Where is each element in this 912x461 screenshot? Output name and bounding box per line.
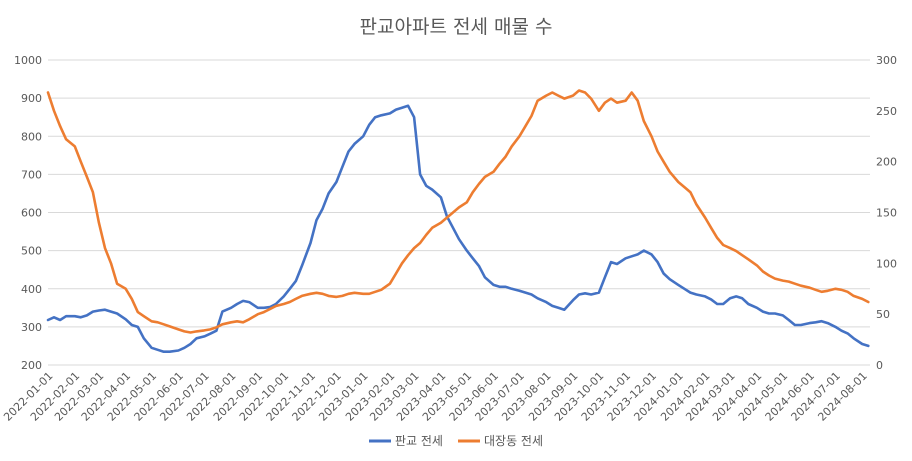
y-left-tick-label: 700 (21, 168, 42, 181)
x-axis: 2022-01-012022-02-012022-03-012022-04-01… (1, 369, 870, 423)
y-left-tick-label: 300 (21, 321, 42, 334)
series-line-1 (46, 89, 870, 334)
y-left-tick-label: 800 (21, 130, 42, 143)
y-right-tick-label: 0 (876, 359, 883, 372)
chart-title: 판교아파트 전세 매물 수 (360, 16, 553, 38)
legend: 판교 전세 대장동 전세 (369, 434, 543, 448)
y-left-tick-label: 500 (21, 245, 42, 258)
y-right-tick-label: 200 (876, 156, 897, 169)
y-axis-left: 200 300 400 500 600 700 800 900 1000 (14, 54, 42, 372)
y-axis-right: 0 50 100 150 200 250 300 (876, 54, 897, 372)
series-line-0 (46, 104, 870, 354)
series-lines (46, 89, 870, 354)
legend-label: 판교 전세 (395, 434, 443, 448)
gridlines (48, 59, 870, 366)
legend-label: 대장동 전세 (484, 434, 543, 448)
y-left-tick-label: 200 (21, 359, 42, 372)
y-left-tick-label: 400 (21, 283, 42, 296)
y-right-tick-label: 300 (876, 54, 897, 67)
y-left-tick-label: 900 (21, 92, 42, 105)
y-right-tick-label: 250 (876, 105, 897, 118)
y-right-tick-label: 100 (876, 257, 897, 270)
y-right-tick-label: 50 (876, 308, 890, 321)
y-left-tick-label: 600 (21, 207, 42, 220)
y-left-tick-label: 1000 (14, 54, 42, 67)
y-right-tick-label: 150 (876, 207, 897, 220)
